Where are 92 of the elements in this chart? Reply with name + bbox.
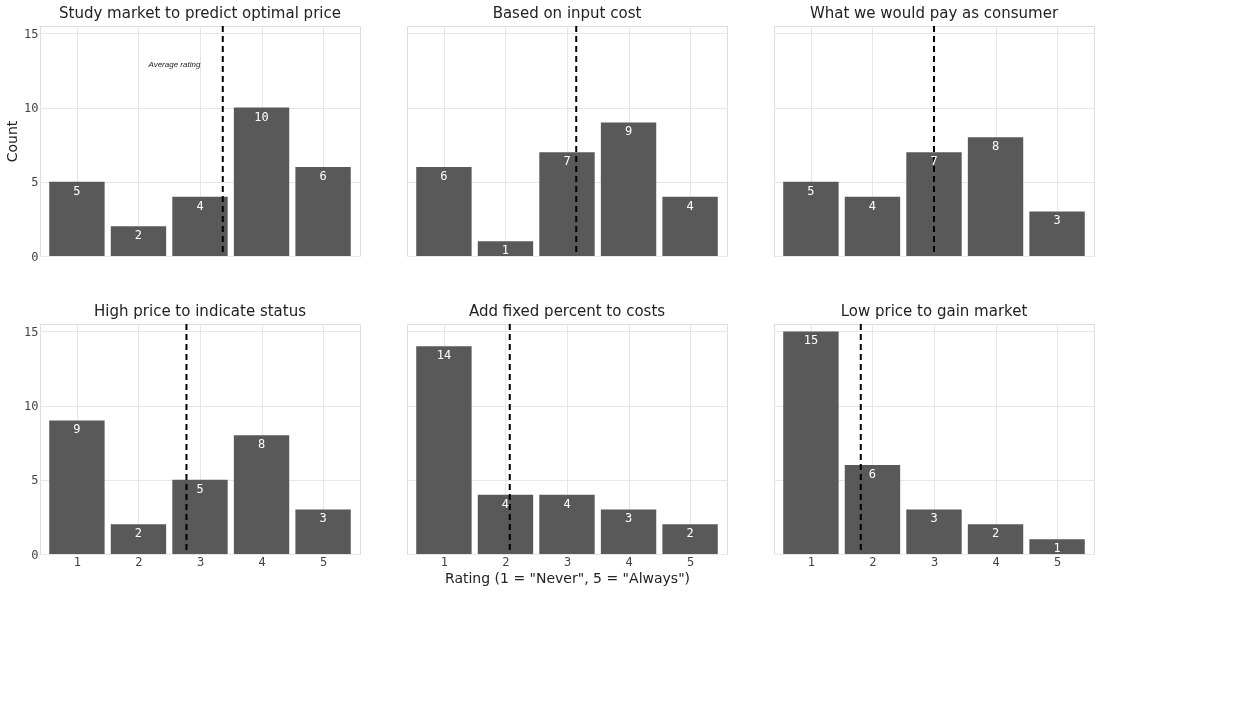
bar <box>172 196 228 256</box>
bar <box>600 509 657 554</box>
chart-title: Add fixed percent to costs <box>468 302 666 320</box>
data-label: 3 <box>624 511 633 526</box>
x-tick-label: 5 <box>686 554 695 569</box>
data-label: 7 <box>563 154 571 169</box>
data-label: 4 <box>563 496 571 511</box>
x-tick-label: 2 <box>135 554 143 569</box>
bar <box>295 166 351 256</box>
data-label: 3 <box>930 511 938 526</box>
data-label: 5 <box>196 481 204 496</box>
data-label: 1 <box>501 243 510 258</box>
bar <box>110 524 167 554</box>
x-tick-label: 1 <box>73 554 82 569</box>
x-axis-title: Rating (1 = "Never", 5 = "Always") <box>444 569 691 586</box>
x-tick-label: 5 <box>1053 554 1062 569</box>
data-label: 8 <box>257 437 266 452</box>
bar <box>783 181 839 256</box>
annotation: Average rating <box>147 60 201 70</box>
x-tick-label: 2 <box>502 554 510 569</box>
data-label: 5 <box>807 183 815 198</box>
bar <box>172 479 228 554</box>
bar <box>416 166 472 256</box>
x-tick-label: 2 <box>869 554 877 569</box>
x-tick-label: 1 <box>807 554 816 569</box>
data-label: 7 <box>930 154 938 169</box>
data-label: 15 <box>803 333 819 348</box>
bar <box>110 226 167 256</box>
data-label: 6 <box>440 168 448 183</box>
y-tick-label: 10 <box>24 101 39 116</box>
data-label: 1 <box>1053 541 1061 556</box>
bar <box>539 152 595 256</box>
data-label: 4 <box>868 198 877 213</box>
bar <box>783 331 839 554</box>
data-label: 4 <box>686 198 694 213</box>
x-tick-label: 3 <box>196 554 205 569</box>
y-tick-label: 0 <box>31 547 39 562</box>
bar <box>233 107 290 256</box>
y-axis-title: Count <box>4 120 21 163</box>
y-tick-label: 10 <box>24 399 39 414</box>
chart-title: Low price to gain market <box>840 302 1028 320</box>
data-label: 8 <box>991 139 1000 154</box>
y-tick-label: 15 <box>24 324 39 339</box>
bar <box>539 494 595 554</box>
x-tick-label: 3 <box>563 554 572 569</box>
chart-title: Study market to predict optimal price <box>59 4 341 22</box>
data-label: 9 <box>624 124 633 139</box>
data-label: 2 <box>686 526 694 541</box>
data-label: 6 <box>319 168 327 183</box>
bar <box>662 524 718 554</box>
chart-title: High price to indicate status <box>94 302 307 320</box>
data-label: 14 <box>436 348 452 363</box>
bar <box>295 509 351 554</box>
y-tick-label: 5 <box>31 175 39 190</box>
data-label: 9 <box>73 422 81 437</box>
x-tick-label: 4 <box>625 554 633 569</box>
bar <box>967 524 1024 554</box>
y-tick-label: 0 <box>31 249 39 264</box>
bar <box>906 152 962 256</box>
bar <box>233 435 290 554</box>
bar <box>477 241 534 256</box>
data-label: 2 <box>134 526 143 541</box>
bar <box>1029 211 1085 256</box>
data-label: 3 <box>319 511 327 526</box>
x-tick-label: 3 <box>930 554 939 569</box>
bar <box>662 196 718 256</box>
data-label: 5 <box>73 183 81 198</box>
x-tick-label: 4 <box>992 554 1000 569</box>
data-label: 6 <box>868 466 877 481</box>
data-label: 4 <box>196 198 204 213</box>
chart-title: Based on input cost <box>492 4 642 22</box>
bar <box>416 346 472 554</box>
x-tick-label: 4 <box>258 554 266 569</box>
data-label: 10 <box>254 109 269 124</box>
data-label: 3 <box>1053 213 1061 228</box>
bar <box>844 464 901 554</box>
bar <box>844 196 901 256</box>
x-tick-label: 1 <box>440 554 449 569</box>
bar <box>49 420 105 554</box>
chart-title: What we would pay as consumer <box>809 4 1059 22</box>
bar <box>477 494 534 554</box>
bar <box>600 122 657 256</box>
y-tick-label: 15 <box>24 26 39 41</box>
x-tick-label: 5 <box>319 554 328 569</box>
bar <box>49 181 105 256</box>
bar <box>906 509 962 554</box>
data-label: 2 <box>991 526 1000 541</box>
data-label: 4 <box>501 496 510 511</box>
data-label: 2 <box>134 228 143 243</box>
bar <box>1029 539 1085 554</box>
y-tick-label: 5 <box>31 473 39 488</box>
bar <box>967 137 1024 256</box>
